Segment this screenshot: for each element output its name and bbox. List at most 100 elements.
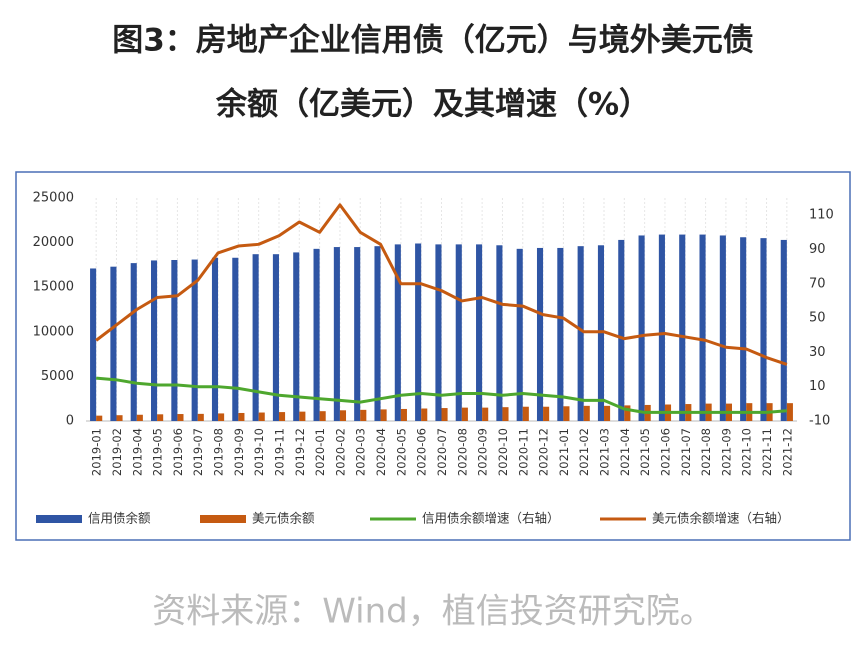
bar	[679, 234, 686, 421]
bar	[272, 254, 279, 421]
x-tick-label: 2020-04	[374, 428, 388, 476]
y-tick-label: 25000	[33, 191, 74, 206]
bar	[400, 408, 407, 421]
x-tick-label: 2019-04	[130, 428, 144, 476]
bar	[157, 414, 164, 421]
legend-swatch	[200, 515, 246, 523]
bar	[583, 405, 590, 421]
x-tick-label: 2021-03	[598, 428, 612, 476]
bar	[421, 408, 428, 421]
bar	[278, 412, 286, 421]
x-tick-label: 2019-05	[151, 428, 165, 476]
x-tick-label: 2020-08	[455, 428, 469, 476]
bar	[394, 244, 401, 421]
x-tick-label: 2021-10	[740, 428, 754, 476]
x-tick-label: 2019-07	[191, 428, 205, 476]
x-tick-label: 2019-09	[232, 428, 246, 476]
x-tick-label: 2019-11	[272, 428, 286, 476]
bar	[699, 234, 706, 421]
y-tick-label: 10000	[33, 324, 74, 339]
bar	[461, 407, 468, 421]
x-tick-label: 2020-09	[476, 428, 490, 476]
bar	[319, 411, 326, 421]
x-tick-label: 2021-09	[719, 428, 733, 476]
bar	[780, 239, 787, 421]
y-tick-label: 5000	[41, 369, 74, 384]
x-tick-label: 2021-01	[557, 428, 571, 476]
bar	[293, 252, 300, 421]
bar	[151, 260, 158, 421]
legend-label: 美元债余额增速（右轴）	[652, 511, 790, 526]
bar	[110, 266, 117, 421]
x-tick-label: 2021-05	[638, 428, 652, 476]
bar	[516, 248, 523, 421]
bar	[435, 244, 442, 421]
bar	[557, 247, 564, 421]
bar	[130, 263, 137, 421]
bar	[604, 405, 611, 421]
x-tick-label: 2020-02	[333, 428, 347, 476]
bar	[354, 247, 361, 421]
bar	[624, 405, 631, 421]
legend-label: 信用债余额	[88, 511, 151, 526]
bar	[740, 237, 747, 421]
bar	[577, 246, 584, 421]
bar	[563, 406, 570, 421]
bar	[211, 257, 219, 421]
bar	[171, 259, 178, 421]
line	[95, 203, 788, 366]
y2-tick-label: 10	[809, 379, 826, 394]
x-tick-label: 2019-06	[171, 428, 185, 476]
y-tick-label: 20000	[33, 235, 74, 250]
x-tick-label: 2019-02	[110, 428, 124, 476]
legend-label: 信用债余额增速（右轴）	[422, 511, 560, 526]
x-tick-label: 2020-07	[435, 428, 449, 476]
chart-frame	[15, 171, 851, 541]
chart-title: 图3：房地产企业信用债（亿元）与境外美元债	[112, 23, 754, 59]
bar	[441, 408, 448, 421]
x-tick-label: 2020-06	[415, 428, 429, 476]
bar	[719, 235, 726, 421]
x-tick-label: 2021-04	[618, 428, 632, 476]
bar	[658, 234, 665, 421]
bar	[415, 243, 422, 421]
bar	[618, 239, 625, 421]
bar	[218, 413, 225, 421]
y2-tick-label: -10	[809, 414, 830, 429]
bar	[177, 414, 184, 421]
bar	[116, 415, 123, 421]
legend-swatch	[36, 515, 82, 523]
x-tick-label: 2020-03	[354, 428, 368, 476]
bar	[502, 407, 509, 421]
bar	[482, 407, 489, 421]
y2-tick-label: 70	[809, 276, 826, 291]
bar	[536, 247, 544, 421]
bar	[638, 235, 645, 421]
legend-label: 美元债余额	[252, 511, 315, 526]
bar	[232, 257, 239, 421]
y-tick-label: 15000	[33, 280, 74, 295]
y2-tick-label: 50	[809, 311, 826, 326]
bar	[252, 254, 259, 421]
y2-tick-label: 90	[809, 242, 826, 257]
x-tick-label: 2021-07	[679, 428, 693, 476]
x-tick-label: 2020-11	[516, 428, 530, 476]
bar	[299, 411, 306, 421]
bar	[380, 409, 387, 421]
bar	[339, 410, 347, 421]
x-tick-label: 2021-11	[760, 428, 774, 476]
x-tick-label: 2019-08	[212, 428, 226, 476]
x-tick-label: 2020-05	[394, 428, 408, 476]
x-tick-label: 2021-02	[577, 428, 591, 476]
bar	[496, 245, 503, 421]
x-tick-label: 2020-01	[313, 428, 327, 476]
x-tick-label: 2019-12	[293, 428, 307, 476]
bar	[760, 238, 767, 421]
x-tick-label: 2019-10	[252, 428, 266, 476]
bar	[360, 409, 367, 421]
bar	[258, 412, 265, 421]
x-tick-label: 2021-06	[658, 428, 672, 476]
x-tick-label: 2020-12	[537, 428, 551, 476]
bar	[96, 415, 103, 421]
